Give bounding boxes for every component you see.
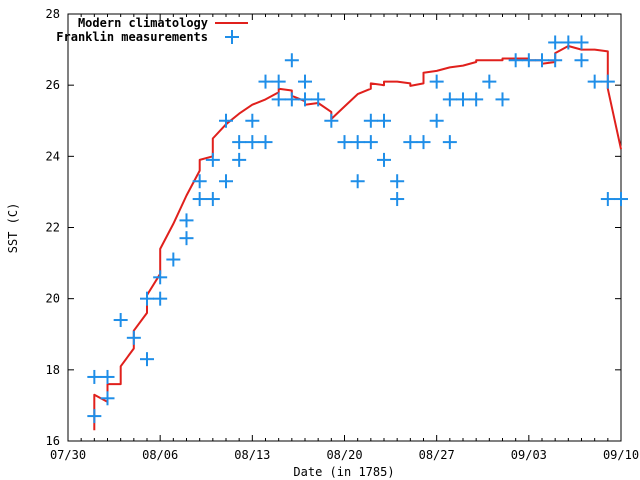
franklin-point bbox=[219, 174, 233, 189]
franklin-series bbox=[87, 35, 628, 424]
franklin-point bbox=[429, 113, 444, 128]
franklin-point bbox=[271, 92, 286, 107]
y-tick-label: 26 bbox=[46, 78, 60, 92]
franklin-point bbox=[574, 35, 589, 50]
franklin-point bbox=[377, 113, 391, 128]
franklin-point bbox=[298, 74, 312, 89]
x-tick-label: 08/06 bbox=[142, 448, 178, 462]
franklin-point bbox=[614, 192, 628, 207]
franklin-point bbox=[245, 113, 260, 128]
franklin-point bbox=[284, 92, 299, 107]
franklin-point bbox=[258, 74, 273, 89]
franklin-point bbox=[179, 213, 194, 228]
franklin-point bbox=[298, 92, 312, 107]
franklin-point bbox=[535, 53, 549, 68]
franklin-point bbox=[469, 92, 484, 107]
y-tick-label: 24 bbox=[46, 149, 60, 163]
franklin-point bbox=[363, 135, 378, 150]
franklin-point bbox=[258, 135, 273, 150]
franklin-point bbox=[205, 192, 220, 207]
franklin-point bbox=[377, 152, 391, 167]
y-tick-label: 28 bbox=[46, 7, 60, 21]
franklin-point bbox=[548, 35, 563, 50]
x-tick-label: 08/27 bbox=[419, 448, 455, 462]
franklin-point bbox=[495, 92, 510, 107]
franklin-point bbox=[245, 135, 260, 150]
plot-frame bbox=[67, 13, 622, 442]
franklin-point bbox=[232, 152, 247, 167]
franklin-point bbox=[311, 92, 326, 107]
franklin-point bbox=[561, 35, 576, 50]
x-tick-label: 07/30 bbox=[50, 448, 86, 462]
franklin-point bbox=[337, 135, 352, 150]
legend: Modern climatology Franklin measurements bbox=[56, 16, 248, 44]
x-tick-label: 09/10 bbox=[603, 448, 639, 462]
franklin-point bbox=[350, 174, 365, 189]
franklin-point bbox=[166, 252, 181, 267]
franklin-point bbox=[587, 74, 602, 89]
franklin-point bbox=[153, 270, 168, 285]
franklin-point bbox=[192, 192, 207, 207]
franklin-point bbox=[456, 92, 470, 107]
franklin-point bbox=[482, 74, 497, 89]
franklin-point bbox=[87, 369, 102, 384]
x-axis-label: Date (in 1785) bbox=[293, 465, 394, 479]
climatology-line bbox=[93, 45, 622, 431]
y-tick-label: 20 bbox=[46, 292, 60, 306]
legend-swatch-franklin bbox=[225, 30, 239, 44]
franklin-point bbox=[219, 113, 233, 128]
franklin-point bbox=[508, 53, 523, 68]
franklin-point bbox=[324, 113, 339, 128]
franklin-point bbox=[192, 174, 207, 189]
y-tick-label: 22 bbox=[46, 221, 60, 235]
axis-tick-labels: 16 18 20 22 24 26 28 07/30 08/06 08/13 08/20 08/27 0… bbox=[46, 7, 640, 462]
x-tick-label: 09/03 bbox=[511, 448, 547, 462]
franklin-point bbox=[429, 74, 444, 89]
legend-label-climatology: Modern climatology bbox=[78, 16, 208, 30]
franklin-point bbox=[140, 352, 154, 367]
franklin-point bbox=[126, 330, 141, 345]
y-tick-label: 16 bbox=[46, 434, 60, 448]
franklin-point bbox=[179, 231, 194, 246]
franklin-point bbox=[87, 409, 102, 424]
franklin-point bbox=[153, 291, 168, 306]
franklin-point bbox=[403, 135, 418, 150]
franklin-point bbox=[100, 369, 115, 384]
franklin-point bbox=[284, 53, 299, 68]
franklin-point bbox=[442, 135, 457, 150]
franklin-point bbox=[350, 135, 365, 150]
franklin-point bbox=[100, 391, 115, 406]
franklin-point bbox=[140, 291, 154, 306]
y-axis-label: SST (C) bbox=[6, 203, 20, 254]
franklin-point bbox=[205, 152, 220, 167]
x-tick-label: 08/13 bbox=[234, 448, 270, 462]
franklin-point bbox=[442, 92, 457, 107]
franklin-point bbox=[390, 192, 405, 207]
franklin-point bbox=[548, 53, 563, 68]
franklin-point bbox=[363, 113, 378, 128]
franklin-point bbox=[271, 74, 286, 89]
axis-ticks bbox=[67, 13, 622, 442]
franklin-point bbox=[600, 74, 615, 89]
franklin-point bbox=[232, 135, 247, 150]
franklin-point bbox=[574, 53, 589, 68]
legend-label-franklin: Franklin measurements bbox=[56, 30, 208, 44]
franklin-point bbox=[390, 174, 405, 189]
franklin-point bbox=[113, 313, 128, 328]
y-tick-label: 18 bbox=[46, 363, 60, 377]
franklin-point bbox=[416, 135, 431, 150]
x-tick-label: 08/20 bbox=[326, 448, 362, 462]
climatology-series bbox=[93, 45, 622, 431]
franklin-point bbox=[600, 192, 615, 207]
franklin-point bbox=[521, 53, 536, 68]
